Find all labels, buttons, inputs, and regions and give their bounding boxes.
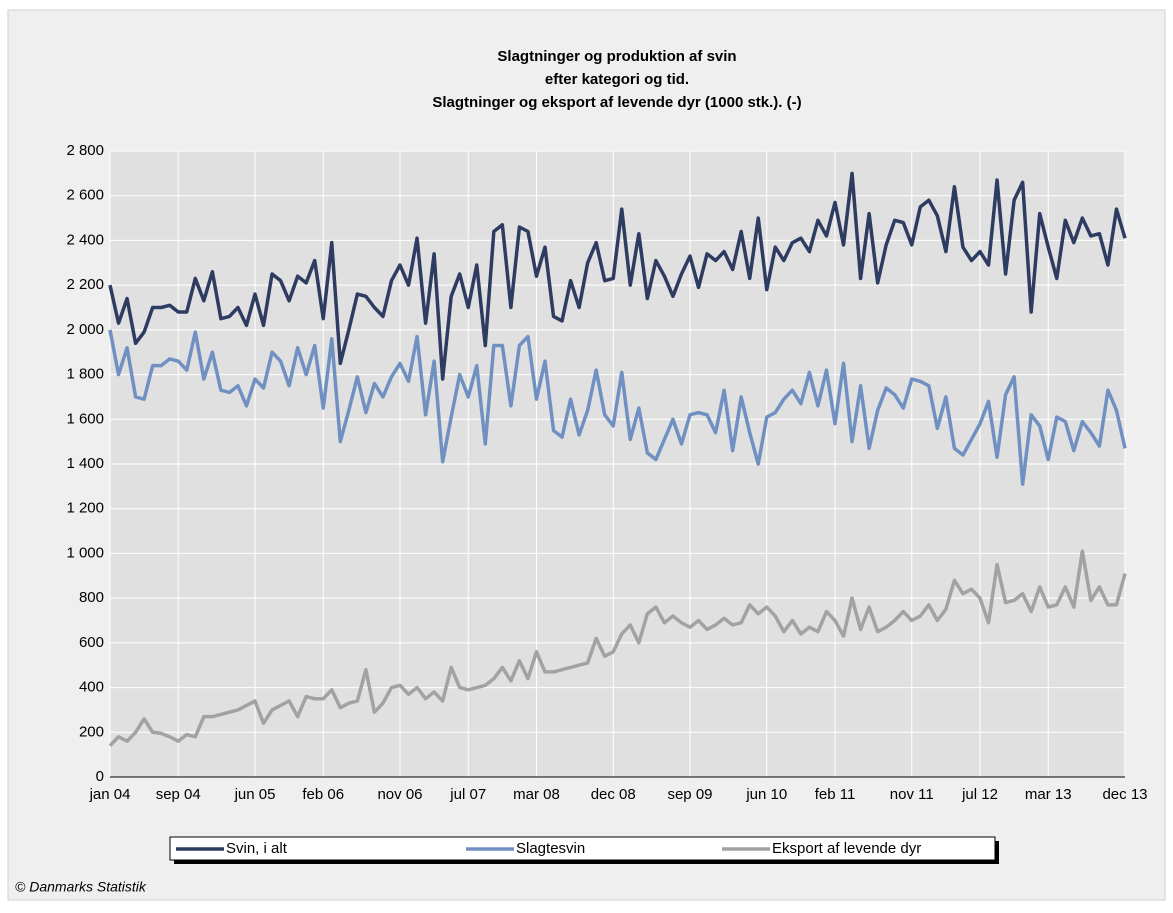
x-tick-label: jul 07 xyxy=(449,786,486,803)
legend xyxy=(169,836,996,861)
legend-items: Svin, i alt Slagtesvin Eksport af levende … xyxy=(176,840,921,857)
x-tick-label: dec 13 xyxy=(1102,786,1147,803)
x-tick-label: jan 04 xyxy=(89,786,131,803)
legend-label: Slagtesvin xyxy=(516,840,585,857)
y-tick-label: 1 000 xyxy=(66,544,104,561)
lines xyxy=(108,171,1127,747)
y-tick-label: 2 000 xyxy=(66,321,104,338)
x-tick-label: dec 08 xyxy=(591,786,636,803)
y-tick-label: 2 200 xyxy=(66,276,104,293)
x-tick-label: nov 11 xyxy=(890,786,934,803)
x-tick-label: sep 04 xyxy=(156,786,201,803)
y-tick-label: 2 800 xyxy=(66,142,104,159)
y-tick-label: 1 400 xyxy=(66,455,104,472)
legend-label: Eksport af levende dyr xyxy=(772,840,921,857)
x-tick-label: jul 12 xyxy=(961,786,998,803)
x-tick-label: feb 06 xyxy=(302,786,344,803)
series-line xyxy=(108,171,1127,381)
y-tick-label: 400 xyxy=(79,679,104,696)
chart-title: Slagtninger og produktion af svin xyxy=(497,48,736,65)
source: © Danmarks Statistik xyxy=(15,879,147,895)
grid: 0 200 400 600 800 1 000 1 200 1 400 1 600 1 800 2 … xyxy=(66,142,1147,803)
y-tick-label: 600 xyxy=(79,634,104,651)
y-tick-label: 2 600 xyxy=(66,187,104,204)
x-tick-label: mar 13 xyxy=(1025,786,1072,803)
x-tick-label: nov 06 xyxy=(377,786,422,803)
y-tick-label: 1 200 xyxy=(66,500,104,517)
series-line xyxy=(108,329,1127,486)
y-tick-label: 2 400 xyxy=(66,231,104,248)
y-tick-label: 200 xyxy=(79,723,104,740)
x-tick-label: sep 09 xyxy=(667,786,712,803)
series-line xyxy=(108,549,1127,747)
chart-title: efter kategori og tid. xyxy=(545,71,689,88)
chart-title: Slagtninger og eksport af levende dyr (1… xyxy=(432,94,801,111)
y-tick-label: 1 600 xyxy=(66,410,104,427)
x-tick-label: mar 08 xyxy=(513,786,560,803)
y-tick-label: 800 xyxy=(79,589,104,606)
y-tick-label: 1 800 xyxy=(66,366,104,383)
x-tick-label: jun 05 xyxy=(234,786,276,803)
x-tick-label: feb 11 xyxy=(815,786,856,803)
y-tick-label: 0 xyxy=(96,768,104,785)
legend-label: Svin, i alt xyxy=(226,840,288,857)
x-tick-label: jun 10 xyxy=(745,786,787,803)
